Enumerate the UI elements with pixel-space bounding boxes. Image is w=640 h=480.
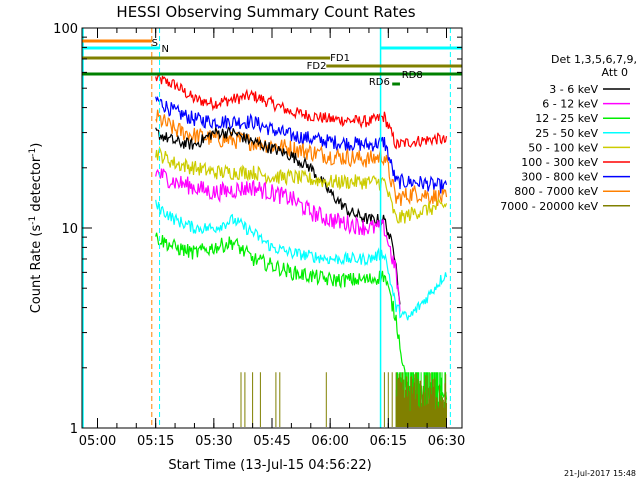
y-tick-label: 100: [53, 22, 78, 37]
y-axis: 1 10 100: [53, 22, 462, 437]
legend-entry-label: 100 - 300 keV: [521, 156, 598, 169]
annotation-label-rd6: RD6: [369, 77, 390, 88]
chart-title: HESSI Observing Summary Count Rates: [116, 3, 415, 21]
y-axis-label: Count Rate (s-1 detector-1): [28, 143, 44, 314]
x-axis-label: Start Time (13-Jul-15 04:56:22): [168, 458, 371, 473]
legend-entry-label: 25 - 50 keV: [535, 127, 598, 140]
y-axis-label-mid: detector: [29, 156, 44, 216]
legend-entry-label: 6 - 12 keV: [542, 98, 598, 111]
legend-entry-label: 300 - 800 keV: [521, 171, 598, 184]
legend-entry-label: 50 - 100 keV: [528, 141, 598, 154]
series-line: [155, 96, 448, 194]
plot-frame: [81, 27, 463, 429]
y-axis-label-sup2: -1: [28, 148, 38, 157]
legend-entry-label: 7000 - 20000 keV: [500, 200, 598, 213]
x-tick-label: 06:30: [428, 434, 465, 449]
x-tick-label: 05:45: [253, 434, 290, 449]
legend: Det 1,3,5,6,7,9, Att 0 3 - 6 keV 6 - 12 k…: [500, 53, 637, 213]
x-tick-label: 05:30: [195, 434, 232, 449]
x-tick-label: 05:00: [79, 434, 116, 449]
annotation-label-fd1: FD1: [330, 53, 350, 64]
series-spikes-olive: [240, 372, 447, 427]
y-axis-label-sup1: -1: [28, 216, 38, 225]
legend-header-1: Det 1,3,5,6,7,9,: [551, 53, 637, 66]
legend-entry-label: 800 - 7000 keV: [514, 185, 598, 198]
series-line: [155, 146, 448, 224]
annotation-label-n: N: [162, 44, 169, 55]
series-layer: [155, 73, 448, 427]
series-line: [155, 126, 401, 305]
legend-header-2: Att 0: [602, 66, 628, 79]
annotation-label-fd2: FD2: [307, 61, 327, 72]
x-tick-label: 05:15: [137, 434, 174, 449]
legend-entry-label: 12 - 25 keV: [535, 112, 598, 125]
y-axis-label-end: ): [29, 143, 44, 148]
y-tick-label: 10: [61, 222, 78, 237]
x-tick-label: 06:00: [311, 434, 348, 449]
x-tick-label: 06:15: [370, 434, 407, 449]
footer-date: 21-Jul-2017 15:48: [564, 469, 636, 478]
series-line: [155, 73, 448, 150]
y-tick-label: 1: [70, 422, 78, 437]
x-axis: 05:00 05:15 05:30 05:45 06:00 06:15 06:30: [79, 28, 465, 449]
series-line: [155, 232, 448, 401]
annotation-label-s: S: [152, 38, 158, 49]
y-axis-label-main: Count Rate (s: [29, 225, 44, 314]
annotation-label-rd8: RD8: [402, 70, 423, 81]
legend-entry-label: 3 - 6 keV: [549, 83, 598, 96]
series-line: [155, 199, 448, 321]
series-line: [155, 168, 401, 312]
